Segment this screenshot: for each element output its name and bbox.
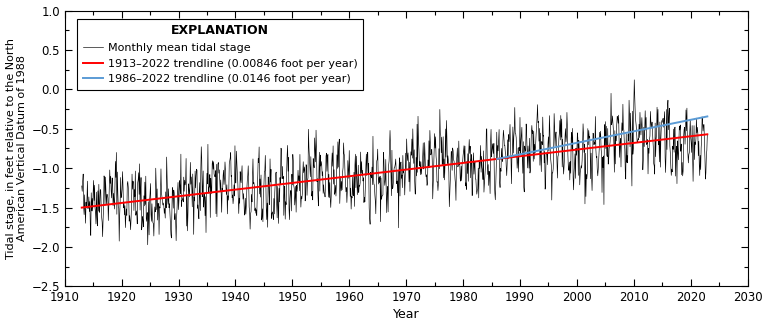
Monthly mean tidal stage: [220, 176, 229, 180]
Monthly mean tidal stage: [703, 133, 712, 137]
Y-axis label: Tidal stage, in feet relative to the North
American Vertical Datum of 1988: Tidal stage, in feet relative to the Nor…: [5, 38, 27, 259]
Monthly mean tidal stage: [77, 184, 86, 188]
Monthly mean tidal stage: [630, 78, 639, 82]
Monthly mean tidal stage: [96, 188, 105, 192]
Monthly mean tidal stage: [608, 121, 617, 125]
Monthly mean tidal stage: [210, 175, 220, 179]
Monthly mean tidal stage: [227, 175, 236, 179]
Monthly mean tidal stage: [143, 243, 152, 247]
Line: 1986–2022 trendline (0.0146 foot per year): 1986–2022 trendline (0.0146 foot per yea…: [497, 116, 707, 159]
Monthly mean tidal stage: [493, 144, 502, 147]
Line: Monthly mean tidal stage: Monthly mean tidal stage: [81, 80, 707, 245]
1986–2022 trendline (0.0146 foot per year): [703, 114, 712, 118]
Legend: Monthly mean tidal stage, 1913–2022 trendline (0.00846 foot per year), 1986–2022: Monthly mean tidal stage, 1913–2022 tren…: [77, 19, 363, 90]
X-axis label: Year: Year: [393, 308, 419, 321]
1986–2022 trendline (0.0146 foot per year): [492, 157, 502, 161]
